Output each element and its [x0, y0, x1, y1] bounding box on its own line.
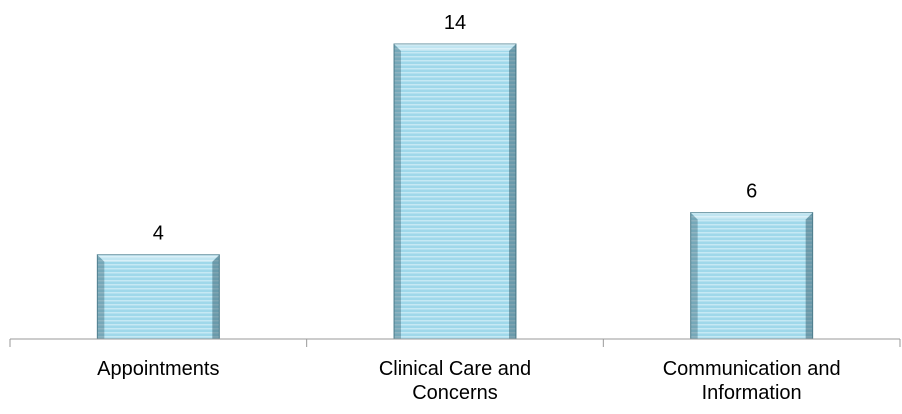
bar — [690, 212, 814, 340]
bar — [393, 43, 517, 340]
category-label-communication: Communication and Information — [662, 358, 841, 404]
data-label: 4 — [153, 223, 164, 245]
category-label-appointments: Appointments — [97, 358, 220, 380]
bar-body — [96, 254, 220, 340]
bar-body — [393, 43, 517, 340]
bar-body — [690, 212, 814, 340]
bar-bevel — [97, 254, 105, 339]
bar-bevel — [805, 212, 813, 339]
bar-bevel — [212, 254, 220, 339]
data-label: 14 — [444, 12, 466, 34]
bar — [96, 254, 220, 340]
bar-bevel — [690, 212, 813, 220]
bar-bevel — [394, 44, 516, 51]
bar-bevel — [97, 254, 220, 262]
bar-bevel — [394, 44, 401, 339]
bar-bevel — [690, 212, 698, 339]
category-label-clinical-care: Clinical Care and Concerns — [378, 358, 532, 404]
bar-bevel — [509, 44, 516, 339]
data-label: 6 — [746, 181, 757, 203]
